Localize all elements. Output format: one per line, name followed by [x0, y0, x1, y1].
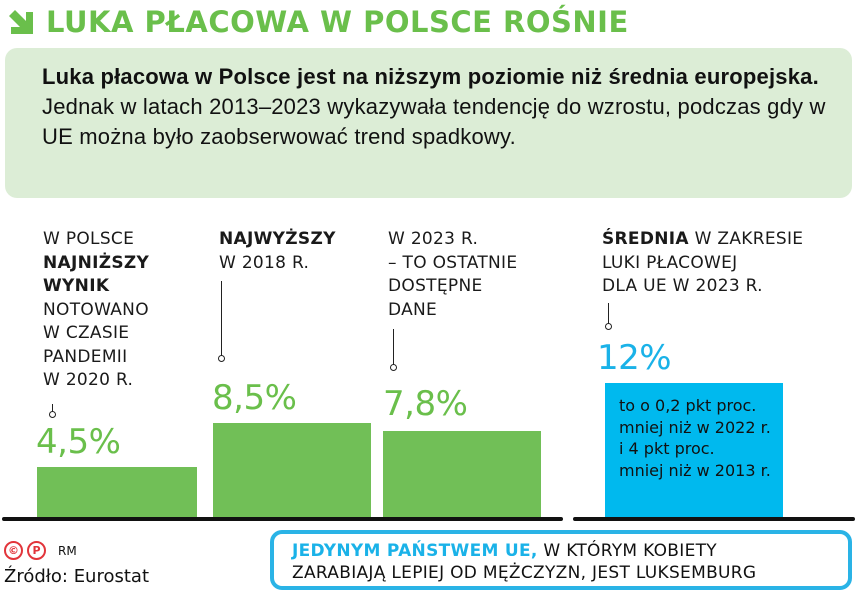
annotation-line-bold: ŚREDNIA — [602, 229, 689, 249]
summary-text: Luka płacowa w Polsce jest na niższym po… — [42, 62, 852, 152]
pointer-2018 — [218, 281, 225, 362]
chart-title: LUKA PŁACOWA W POLSCE ROŚNIE — [6, 3, 629, 41]
annotation-2018: NAJWYŻSZY W 2018 R. — [219, 228, 336, 275]
annotation-line: LUKI PŁACOWEJ — [602, 252, 738, 273]
eu-info-box: to o 0,2 pkt proc. mniej niż w 2022 r. i… — [605, 383, 783, 519]
eu-box-line: to o 0,2 pkt proc. — [619, 396, 757, 415]
copyright: © P RM — [4, 541, 77, 560]
value-label-2023-pl: 7,8% — [383, 384, 468, 424]
annotation-line: W POLSCE — [43, 229, 135, 249]
title-text: LUKA PŁACOWA W POLSCE ROŚNIE — [46, 5, 629, 39]
summary-box: Luka płacowa w Polsce jest na niższym po… — [5, 48, 852, 198]
annotation-line-bold: NAJWYŻSZY — [219, 229, 336, 249]
annotation-2023-pl: W 2023 R. – TO OSTATNIE DOSTĘPNE DANE — [388, 228, 517, 322]
value-label-2018: 8,5% — [212, 378, 297, 418]
annotation-line: DANE — [388, 299, 438, 320]
baseline-poland — [2, 517, 563, 521]
callout-highlight: JEDYNYM PAŃSTWEM UE, — [292, 541, 538, 561]
eu-box-line: i 4 pkt proc. — [619, 439, 715, 458]
arrow-down-right-icon — [9, 10, 33, 34]
callout-line-2: ZARABIAJĄ LEPIEJ OD MĘŻCZYZN, JEST LUKSE… — [292, 563, 757, 583]
phonogram-icon: P — [27, 541, 46, 560]
annotation-line: W 2018 R. — [219, 252, 310, 273]
annotation-line: W CZASIE — [43, 323, 130, 343]
summary-bold: Luka płacowa w Polsce jest na niższym po… — [42, 64, 819, 89]
bar-2020 — [37, 467, 197, 519]
annotation-line: DLA UE W 2023 R. — [602, 276, 763, 296]
callout-line-1: JEDYNYM PAŃSTWEM UE, W KTÓRYM KOBIETY — [292, 540, 848, 562]
copyright-icon: © — [4, 541, 23, 560]
pointer-2023-pl — [390, 329, 397, 371]
annotation-eu-2023: ŚREDNIA W ZAKRESIE LUKI PŁACOWEJ DLA UE … — [602, 228, 803, 299]
baseline-eu — [573, 517, 855, 521]
value-label-2020: 4,5% — [36, 422, 121, 462]
annotation-line-bold: NAJNIŻSZY — [43, 252, 150, 273]
pointer-eu-2023 — [605, 303, 612, 330]
annotation-line: NOTOWANO — [43, 299, 149, 320]
bar-2018 — [213, 423, 371, 519]
luxembourg-callout: JEDYNYM PAŃSTWEM UE, W KTÓRYM KOBIETY ZA… — [270, 530, 852, 590]
annotation-line: W 2023 R. — [388, 229, 479, 249]
annotation-2020: W POLSCE NAJNIŻSZY WYNIK NOTOWANO W CZAS… — [43, 228, 149, 393]
annotation-line: DOSTĘPNE — [388, 276, 483, 296]
annotation-line-bold: WYNIK — [43, 276, 110, 296]
author: RM — [58, 543, 77, 558]
annotation-line: W ZAKRESIE — [688, 229, 804, 249]
annotation-line: PANDEMII — [43, 346, 128, 367]
annotation-line: – TO OSTATNIE — [388, 252, 518, 273]
source-note: Źródło: Eurostat — [4, 566, 150, 587]
callout-text: W KTÓRYM KOBIETY — [537, 541, 717, 561]
eu-box-line: mniej niż w 2022 r. — [619, 417, 771, 437]
eu-box-line: mniej niż w 2013 r. — [619, 460, 771, 480]
annotation-line: W 2020 R. — [43, 370, 134, 390]
value-label-eu-2023: 12% — [597, 338, 672, 378]
bar-2023-pl — [383, 431, 541, 519]
summary-regular: Jednak w latach 2013–2023 wykazywała ten… — [42, 94, 826, 149]
pointer-2020 — [49, 404, 56, 418]
